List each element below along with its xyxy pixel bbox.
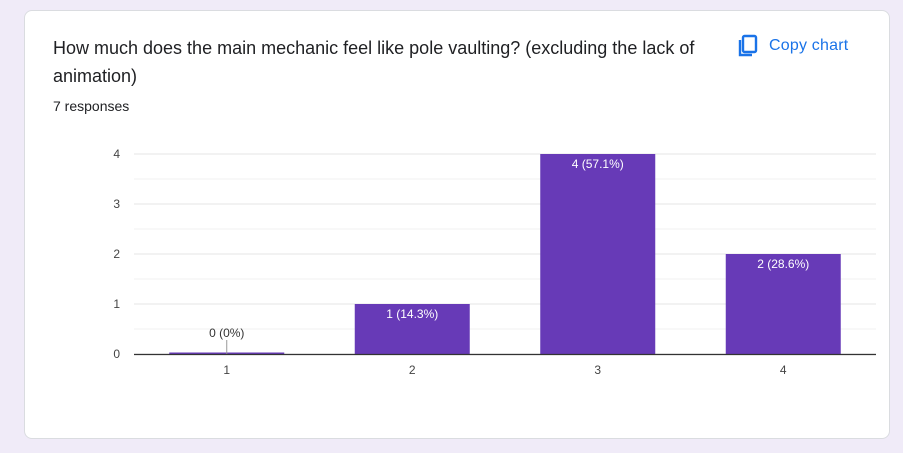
y-tick-label: 0 [113,347,120,361]
y-tick-label: 4 [113,147,120,161]
bar [725,254,841,354]
y-tick-label: 2 [113,247,120,261]
data-label: 1 (14.3%) [386,307,438,321]
data-label: 4 (57.1%) [572,157,624,171]
response-count: 7 responses [53,98,130,114]
y-tick-label: 3 [113,197,120,211]
x-tick-label: 4 [780,363,787,377]
bar [540,154,656,354]
question-card: How much does the main mechanic feel lik… [24,10,890,439]
copy-chart-button[interactable]: Copy chart [737,33,848,59]
copy-icon [738,34,758,57]
copy-chart-label: Copy chart [769,37,849,54]
x-tick-label: 1 [223,363,230,377]
bar [354,304,470,354]
x-tick-label: 2 [409,363,416,377]
data-label: 2 (28.6%) [757,257,809,271]
x-tick-label: 3 [594,363,601,377]
data-label: 0 (0%) [209,326,244,340]
y-tick-label: 1 [113,297,120,311]
question-title: How much does the main mechanic feel lik… [53,38,695,86]
